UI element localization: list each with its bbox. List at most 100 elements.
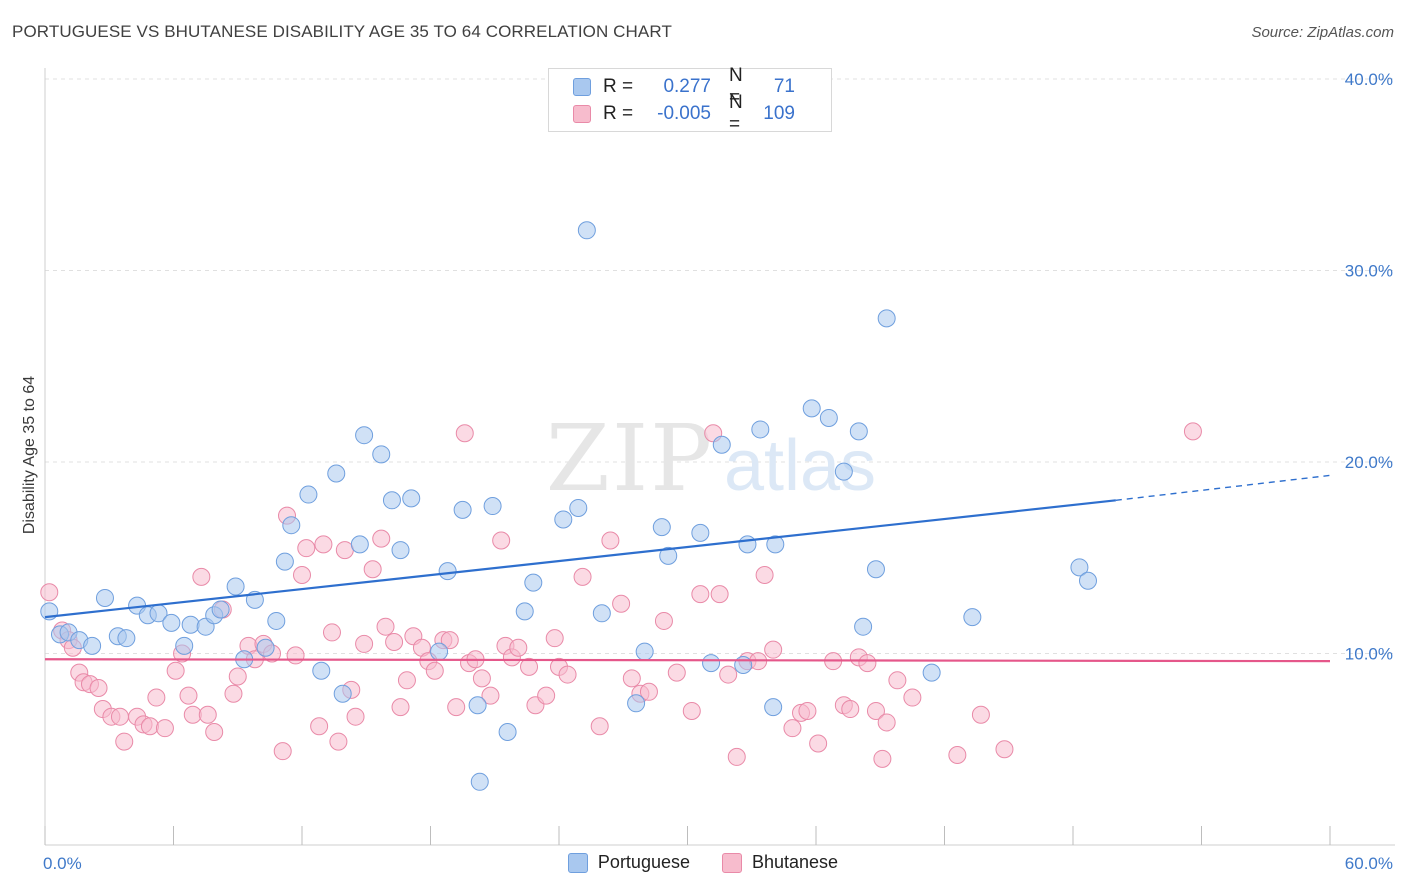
- portuguese-point: [402, 489, 421, 508]
- bhutanese-point: [841, 700, 860, 719]
- portuguese-point: [652, 518, 671, 537]
- portuguese-point: [963, 608, 982, 627]
- portuguese-point: [866, 560, 885, 579]
- legend-r-label: R =: [603, 103, 634, 124]
- bhutanese-point: [858, 654, 877, 673]
- portuguese-point: [712, 435, 731, 454]
- x-tick-label: 0.0%: [43, 854, 82, 873]
- portuguese-point: [275, 552, 294, 571]
- bhutanese-point: [691, 585, 710, 604]
- portuguese-point: [211, 600, 230, 619]
- portuguese-point: [299, 485, 318, 504]
- portuguese-point: [702, 654, 721, 673]
- bhutanese-point: [888, 671, 907, 690]
- bhutanese-point: [183, 705, 202, 724]
- portuguese-point: [372, 445, 391, 464]
- bhutanese-point: [166, 661, 185, 680]
- legend-n-value: 109: [763, 103, 795, 124]
- portuguese-trend-line: [44, 499, 1116, 619]
- portuguese-point: [430, 642, 449, 661]
- bhutanese-point: [948, 745, 967, 764]
- portuguese-legend-label: Portuguese: [597, 852, 690, 872]
- legend-n-label: N =: [729, 65, 743, 108]
- bhutanese-point: [710, 585, 729, 604]
- portuguese-point: [226, 577, 245, 596]
- correlation-legend: R = 0.277 N = 71 R = -0.005 N = 109: [548, 65, 832, 135]
- bhutanese-point: [447, 698, 466, 717]
- portuguese-point: [834, 462, 853, 481]
- bhutanese-point: [667, 663, 686, 682]
- bhutanese-point: [397, 671, 416, 690]
- bhutanese-point: [335, 541, 354, 560]
- bhutanese-point: [492, 531, 511, 550]
- portuguese-point: [569, 498, 588, 517]
- bhutanese-point: [903, 688, 922, 707]
- portuguese-point: [333, 684, 352, 703]
- portuguese-point: [877, 309, 896, 328]
- portuguese-point: [734, 655, 753, 674]
- bhutanese-point: [314, 535, 333, 554]
- y-tick-label: 30.0%: [1345, 262, 1393, 281]
- bhutanese-point: [385, 633, 404, 652]
- bhutanese-point: [1183, 422, 1202, 441]
- bhutanese-legend-swatch: [722, 852, 742, 873]
- portuguese-point: [627, 694, 646, 713]
- bhutanese-point: [798, 701, 817, 720]
- legend-row-portuguese: R = 0.277 N = 71: [573, 65, 795, 108]
- bhutanese-point: [472, 669, 491, 688]
- bhutanese-point: [877, 713, 896, 732]
- portuguese-point: [312, 661, 331, 680]
- portuguese-point: [95, 588, 114, 607]
- tick-labels: 10.0% 20.0% 30.0% 40.0% 0.0% 60.0%: [43, 70, 1393, 873]
- portuguese-point: [83, 636, 102, 655]
- bhutanese-point: [198, 705, 217, 724]
- bhutanese-point: [179, 686, 198, 705]
- legend-r-label: R =: [603, 76, 634, 97]
- trend-lines: [44, 474, 1331, 663]
- portuguese-point: [524, 573, 543, 592]
- bhutanese-point: [622, 669, 641, 688]
- bhutanese-point: [573, 567, 592, 586]
- bhutanese-point: [764, 640, 783, 659]
- bhutanese-point: [558, 665, 577, 684]
- bhutanese-point: [205, 723, 224, 742]
- portuguese-point: [181, 615, 200, 634]
- legend-n-label: N =: [729, 92, 743, 135]
- bhutanese-point: [224, 684, 243, 703]
- portuguese-point: [819, 408, 838, 427]
- bhutanese-point: [719, 665, 738, 684]
- bhutanese-trend-line: [44, 658, 1331, 663]
- portuguese-point: [453, 500, 472, 519]
- portuguese-point: [766, 535, 785, 554]
- bhutanese-point: [140, 717, 159, 736]
- bhutanese-point: [520, 657, 539, 676]
- bhutanese-point: [537, 686, 556, 705]
- portuguese-legend-swatch: [567, 852, 588, 873]
- bhutanese-point: [273, 742, 292, 761]
- portuguese-point: [282, 516, 301, 535]
- bhutanese-point: [481, 686, 500, 705]
- portuguese-point: [515, 602, 534, 621]
- portuguese-point: [764, 698, 783, 717]
- bhutanese-point: [755, 565, 774, 584]
- bhutanese-point: [346, 707, 365, 726]
- portuguese-point: [849, 422, 868, 441]
- portuguese-point: [738, 535, 757, 554]
- bhutanese-point: [372, 529, 391, 548]
- bhutanese-point: [192, 567, 211, 586]
- portuguese-point: [554, 510, 573, 529]
- bhutanese-point: [40, 583, 59, 602]
- portuguese-point: [256, 638, 275, 657]
- portuguese-point: [854, 617, 873, 636]
- bhutanese-point: [809, 734, 828, 753]
- y-tick-label: 20.0%: [1345, 453, 1393, 472]
- portuguese-point: [267, 611, 286, 630]
- y-tick-label: 40.0%: [1345, 70, 1393, 89]
- portuguese-point: [327, 464, 346, 483]
- portuguese-point: [382, 491, 401, 510]
- bhutanese-point: [391, 698, 410, 717]
- y-tick-label: 10.0%: [1345, 645, 1393, 664]
- bhutanese-point: [110, 707, 129, 726]
- bhutanese-point: [376, 617, 395, 636]
